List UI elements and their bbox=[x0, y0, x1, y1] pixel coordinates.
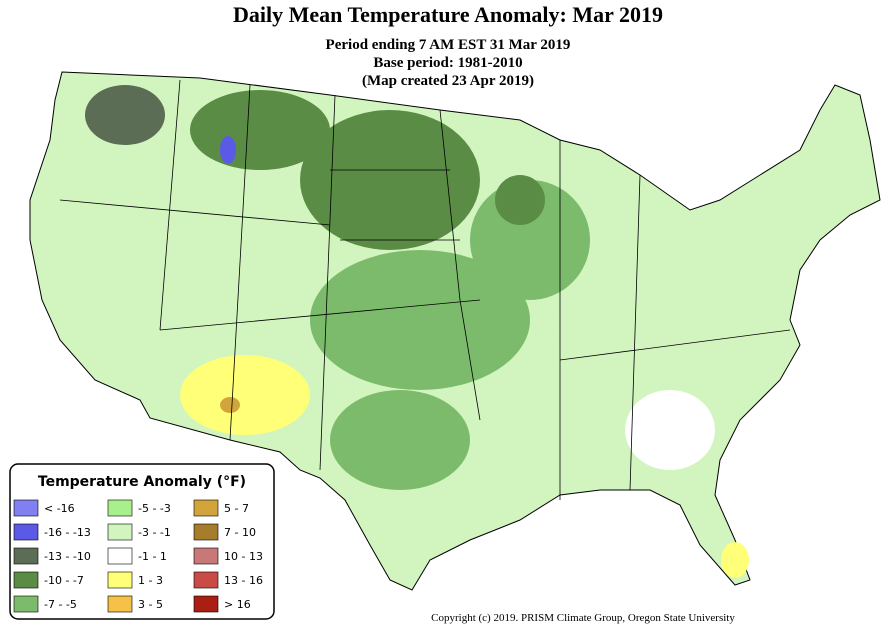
legend-label: 5 - 7 bbox=[224, 502, 249, 515]
legend-label: 1 - 3 bbox=[138, 574, 163, 587]
anomaly-region bbox=[330, 390, 470, 490]
legend-swatch bbox=[193, 547, 219, 565]
legend-label: -5 - -3 bbox=[138, 502, 171, 515]
subtitle: Base period: 1981-2010 bbox=[373, 55, 522, 71]
legend-swatch bbox=[107, 499, 133, 517]
legend-label: < -16 bbox=[44, 502, 75, 515]
legend-label: -16 - -13 bbox=[44, 526, 91, 539]
copyright: Copyright (c) 2019. PRISM Climate Group,… bbox=[431, 612, 735, 624]
legend-label: -7 - -5 bbox=[44, 598, 77, 611]
legend: Temperature Anomaly (°F) < -16 -16 - -13 -… bbox=[9, 463, 275, 620]
map bbox=[29, 71, 881, 591]
title: Daily Mean Temperature Anomaly: Mar 2019 bbox=[233, 2, 663, 27]
legend-label: 3 - 5 bbox=[138, 598, 163, 611]
subtitle: Period ending 7 AM EST 31 Mar 2019 bbox=[326, 37, 571, 53]
legend-label: 13 - 16 bbox=[224, 574, 263, 587]
anomaly-region bbox=[495, 175, 545, 225]
legend-swatch bbox=[193, 595, 219, 613]
legend-label: -13 - -10 bbox=[44, 550, 91, 563]
legend-label: -10 - -7 bbox=[44, 574, 84, 587]
legend-swatch bbox=[13, 571, 39, 589]
legend-swatch bbox=[107, 595, 133, 613]
legend-swatch bbox=[107, 523, 133, 541]
legend-swatch bbox=[13, 547, 39, 565]
legend-swatch bbox=[13, 523, 39, 541]
anomaly-region bbox=[625, 390, 715, 470]
anomaly-region bbox=[85, 85, 165, 145]
subtitle: (Map created 23 Apr 2019) bbox=[362, 73, 534, 89]
anomaly-region bbox=[190, 90, 330, 170]
legend-swatch bbox=[13, 595, 39, 613]
legend-label: > 16 bbox=[224, 598, 251, 611]
legend-swatch bbox=[13, 499, 39, 517]
legend-swatch bbox=[193, 571, 219, 589]
legend-label: -3 - -1 bbox=[138, 526, 171, 539]
legend-title: Temperature Anomaly (°F) bbox=[38, 474, 246, 490]
anomaly-region bbox=[310, 250, 530, 390]
legend-label: 10 - 13 bbox=[224, 550, 263, 563]
anomaly-region bbox=[220, 397, 240, 413]
anomaly-region bbox=[300, 110, 480, 250]
legend-label: -1 - 1 bbox=[138, 550, 167, 563]
legend-swatch bbox=[107, 571, 133, 589]
anomaly-region bbox=[220, 136, 236, 164]
anomaly-region bbox=[180, 355, 310, 435]
legend-label: 7 - 10 bbox=[224, 526, 256, 539]
legend-swatch bbox=[193, 523, 219, 541]
legend-swatch bbox=[193, 499, 219, 517]
state-border bbox=[59, 79, 791, 500]
anomaly-region bbox=[721, 542, 749, 578]
legend-swatch bbox=[107, 547, 133, 565]
